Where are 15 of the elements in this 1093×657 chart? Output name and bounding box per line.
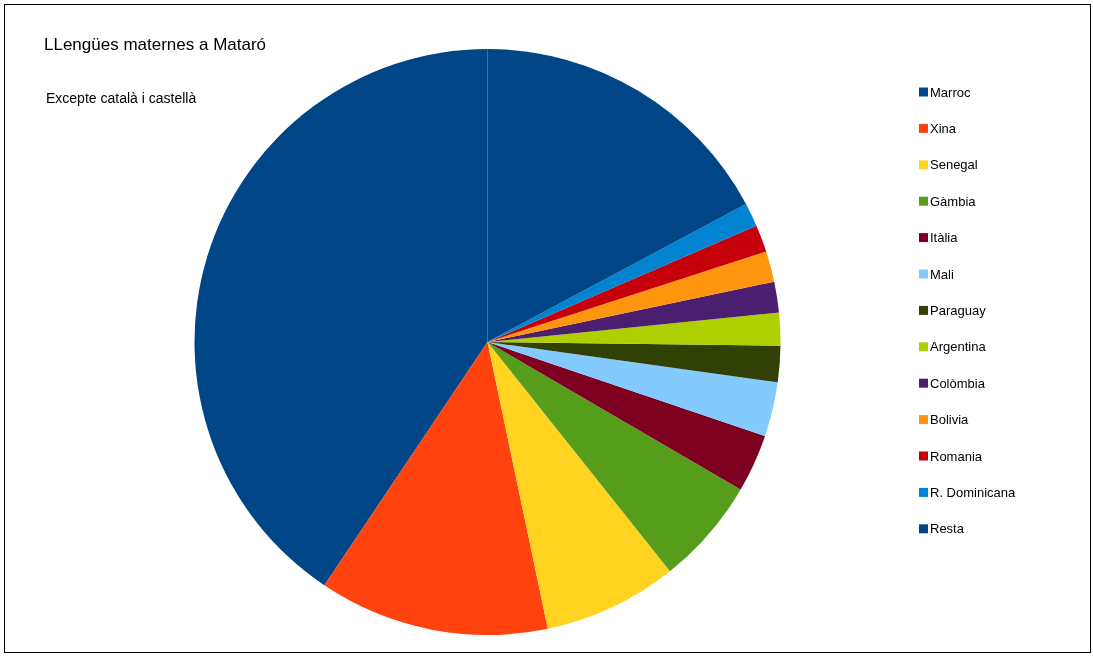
- legend-label: R. Dominicana: [930, 484, 1017, 500]
- legend-label: Argentina: [930, 339, 987, 355]
- chart-title: LLengües maternes a Mataró: [44, 35, 267, 54]
- legend-label: Senegal: [930, 157, 978, 173]
- legend-label: Colòmbia: [930, 375, 986, 391]
- legend-label: Xina: [930, 120, 957, 136]
- legend-label: Romania: [930, 448, 983, 464]
- legend-label: Gàmbia: [930, 193, 977, 209]
- legend-label: Marroc: [930, 84, 971, 100]
- legend-label: Paraguay: [930, 302, 987, 318]
- legend-label: Resta: [930, 521, 965, 537]
- text: Excepte català i castellà: [46, 90, 197, 106]
- legend-label: Itàlia: [930, 230, 959, 246]
- legend-label: Bolivia: [930, 412, 970, 428]
- legend-label: Mali: [930, 266, 954, 282]
